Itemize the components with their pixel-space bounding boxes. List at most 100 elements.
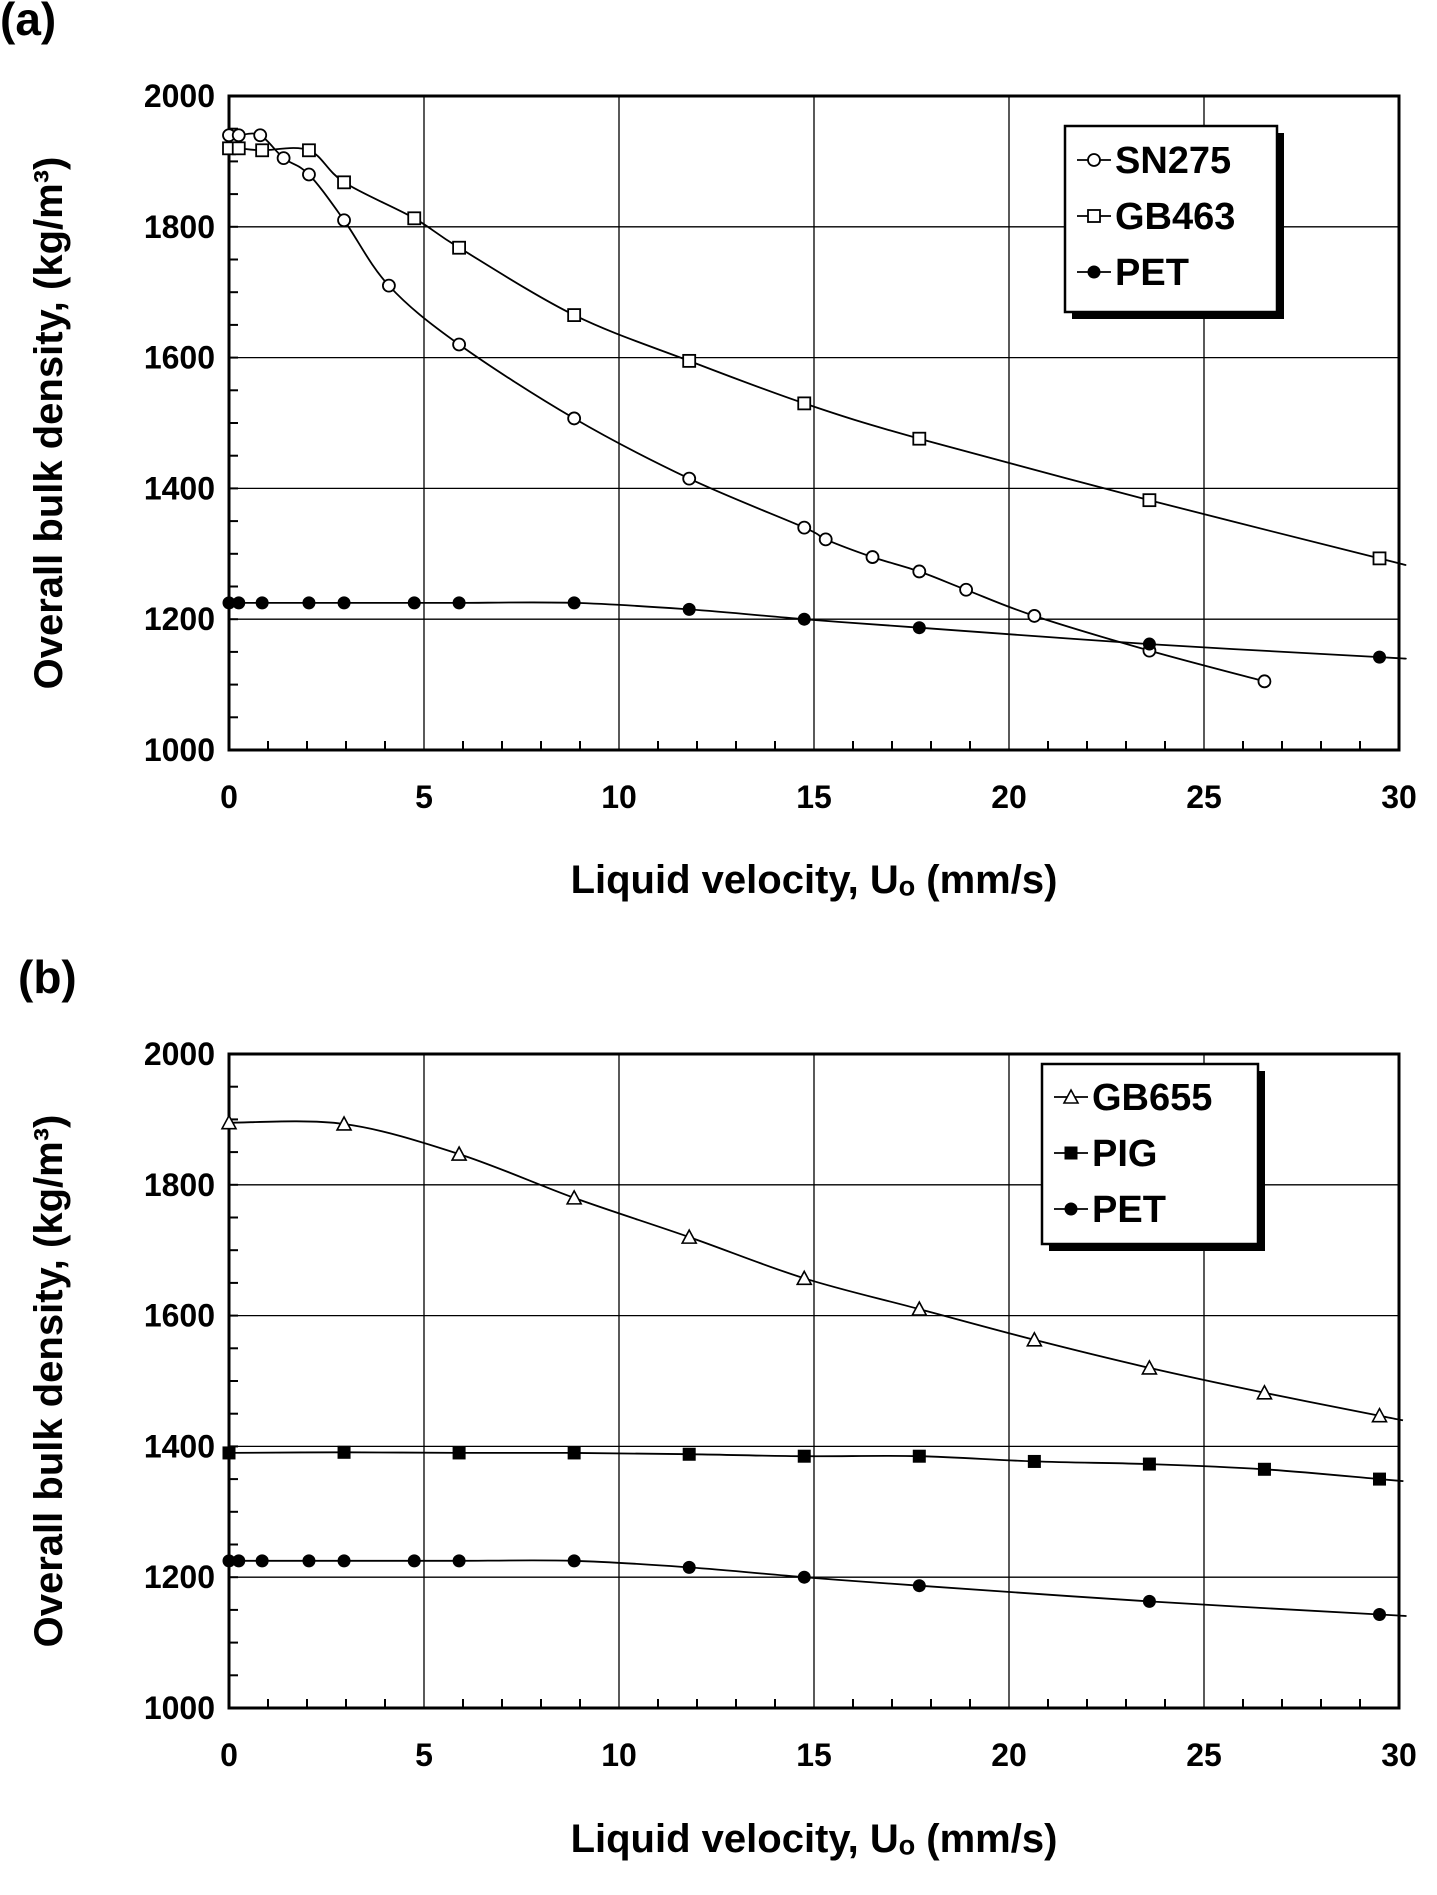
data-point [1373,1607,1386,1621]
y-tick-label: 1800 [144,209,215,245]
data-point [1142,637,1156,651]
legend-box [1040,1062,1260,1246]
y-tick-label: 2000 [144,1036,215,1072]
data-point [1373,1472,1386,1486]
y-tick-label: 1600 [144,340,215,376]
y-tick-label: 1000 [144,732,215,768]
data-point [1371,1406,1388,1423]
x-axis-title: Liquid velocity, Uₒ (mm/s) [571,858,1058,902]
data-point [567,308,582,322]
legend-swatch-marker [1064,1202,1078,1216]
data-point [912,1449,926,1463]
y-tick-label: 1400 [144,1428,215,1464]
data-point [567,411,582,426]
legend-swatch-marker [1062,1088,1080,1104]
x-tick-label: 15 [796,779,832,815]
data-point [255,1554,269,1568]
data-point [452,1554,466,1568]
data-point [222,1446,236,1460]
data-point [231,128,246,143]
legend-swatch-marker [1064,1146,1078,1160]
legend-entry: SN275 [1115,140,1231,182]
data-point [452,337,467,352]
data-point [381,278,396,293]
plot-frame [227,94,1401,752]
legend: SN275 GB463 PET [1063,124,1284,319]
x-tick-label: 15 [796,1737,832,1773]
series-pig [222,1445,1404,1486]
data-point [231,141,246,156]
data-point [1373,650,1386,664]
y-tick-label: 1800 [144,1167,215,1203]
legend-entry: GB463 [1115,196,1235,238]
data-point [682,1560,696,1574]
x-tick-label: 0 [220,1737,238,1773]
data-point [1141,1359,1158,1375]
legend: GB655 PIG PET [1040,1062,1265,1251]
data-point [912,564,927,579]
data-point [1256,1384,1273,1400]
legend-swatch-marker [1087,265,1101,279]
legend-entry: PET [1092,1189,1166,1231]
legend-entry: PIG [1092,1133,1157,1175]
y-axis-title: Overall bulk density, (kg/m³) [27,1115,71,1648]
x-tick-label: 30 [1381,779,1417,815]
y-tick-label: 1200 [144,601,215,637]
data-point [452,240,467,255]
series-gb655 [220,1113,1404,1423]
legend-entry: PET [1115,252,1189,294]
data-point [337,213,351,228]
data-point [797,520,812,535]
data-point [407,211,422,226]
data-point [567,1554,581,1568]
x-tick-label: 25 [1186,779,1222,815]
data-point [452,596,466,610]
x-tick-label: 0 [220,779,238,815]
data-point [276,151,291,166]
x-tick-label: 20 [991,779,1027,815]
data-point [682,353,697,368]
series-pet [222,1554,1407,1621]
y-tick-label: 1000 [144,1690,215,1726]
data-point [1026,1331,1043,1347]
y-tick-label: 2000 [144,78,215,114]
x-tick-label: 5 [415,1737,433,1773]
data-point [1257,1462,1271,1476]
data-point [959,582,973,597]
data-point [565,1189,583,1205]
data-point [232,1554,246,1568]
data-point [302,167,316,182]
data-point [407,596,421,610]
panel-a: (a) 0 5 10 15 20 25 30 1000 1200 1400 1600 1800 2000 L… [0,0,1417,902]
data-point [337,596,351,610]
data-point [337,175,351,190]
x-tick-label: 20 [991,1737,1027,1773]
data-point [797,396,812,411]
series-line [229,147,1407,566]
x-tick-label: 25 [1186,1737,1222,1773]
plot-frame [227,1052,1401,1710]
y-tick-label: 1600 [144,1298,215,1334]
data-point [567,1446,581,1460]
data-point [795,1269,813,1286]
data-point [680,1228,698,1244]
data-point [682,602,696,616]
data-point [865,550,880,564]
data-point [337,1445,351,1459]
data-point [452,1446,466,1460]
data-point [1142,1457,1156,1471]
data-point [220,1113,238,1130]
x-tick-label: 10 [601,779,637,815]
data-point [335,1115,353,1131]
legend-entry: GB655 [1092,1077,1212,1119]
panel-b: (b) 0 5 10 15 20 25 30 1000 1200 1400 1600 1800 2000 L… [18,951,1417,1861]
legend-swatch-marker [1087,209,1101,223]
data-point [910,1300,928,1316]
data-point [682,471,697,486]
data-point [912,621,926,635]
data-point [232,596,246,610]
series-line [229,1451,1404,1482]
data-point [302,1554,316,1568]
panel-label: (b) [18,951,77,1003]
